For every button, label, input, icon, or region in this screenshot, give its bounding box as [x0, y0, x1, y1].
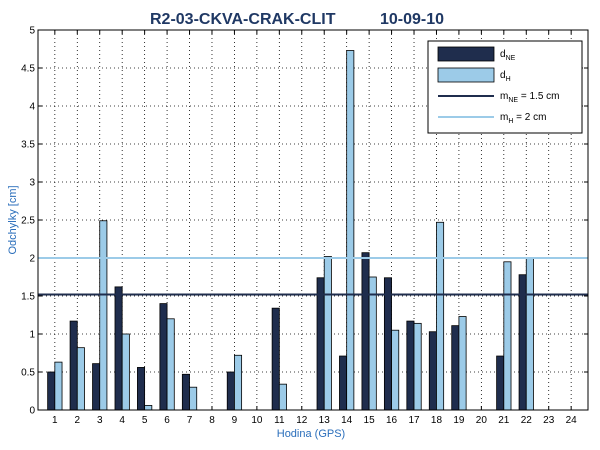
legend-swatch-dh [437, 67, 495, 83]
bar-dh-hour-11 [278, 383, 287, 411]
x-tick-label: 13 [319, 415, 331, 426]
x-tick-label: 15 [364, 415, 376, 426]
legend-swatch-dne [437, 46, 495, 62]
bar-dh-hour-9 [234, 354, 243, 411]
bar-dh-hour-7 [189, 386, 198, 411]
x-tick-label: 3 [97, 415, 103, 426]
bar-dh-hour-18 [436, 221, 445, 411]
y-tick-label: 2 [29, 254, 35, 265]
y-tick-label: 1.5 [21, 292, 35, 303]
plot-frame [37, 29, 589, 411]
bar-dne-hour-3 [92, 363, 101, 411]
bar-dh-hour-5 [144, 405, 153, 411]
plot-area: 00.511.522.533.544.551 2 3 4 5 6 7 8 9 10 11 12 13 14… [21, 26, 589, 426]
legend: dNE dH mNE = 1.5 cm mH = 2 cm [427, 40, 583, 134]
chart-title-date: 10-09-10 [380, 11, 444, 28]
x-tick-label: 9 [232, 415, 238, 426]
bar-dh-hour-13 [323, 256, 332, 411]
y-axis-label: Odchylky [cm] [7, 185, 19, 254]
bar-dne-hour-1 [47, 371, 56, 411]
y-tick-label: 5 [29, 26, 35, 37]
bar-dh-hour-14 [346, 50, 355, 411]
bar-dne-hour-17 [406, 320, 415, 411]
x-tick-label: 8 [209, 415, 215, 426]
chart-title-station: R2-03-CKVA-CRAK-CLIT [150, 11, 336, 28]
x-tick-label: 2 [75, 415, 81, 426]
y-tick-label: 0.5 [21, 368, 35, 379]
x-tick-label: 16 [386, 415, 398, 426]
bar-dh-hour-22 [525, 257, 534, 411]
x-tick-label: 19 [453, 415, 465, 426]
bar-dh-hour-4 [121, 333, 130, 411]
x-tick-label: 17 [408, 415, 420, 426]
x-tick-label: 10 [251, 415, 263, 426]
x-tick-label: 18 [431, 415, 443, 426]
bar-dne-hour-4 [114, 286, 123, 411]
x-tick-label: 14 [341, 415, 353, 426]
bar-dne-hour-7 [181, 373, 190, 411]
legend-label-dh: dH [500, 70, 511, 83]
bar-dh-hour-1 [54, 361, 63, 411]
y-tick-label: 3 [29, 178, 35, 189]
bar-dne-hour-2 [69, 320, 78, 411]
bar-dh-hour-2 [76, 347, 85, 411]
y-tick-label: 4.5 [21, 64, 35, 75]
bar-dne-hour-18 [428, 331, 437, 411]
bar-dh-hour-3 [99, 220, 108, 411]
legend-label-mh: mH = 2 cm [500, 112, 546, 125]
x-tick-label: 20 [476, 415, 488, 426]
bar-dne-hour-6 [159, 303, 168, 411]
bar-dh-hour-21 [503, 261, 512, 411]
chart-title: R2-03-CKVA-CRAK-CLIT 10-09-10 [150, 11, 444, 28]
bar-dne-hour-11 [271, 307, 280, 411]
legend-label-dne: dNE [500, 49, 516, 62]
bar-dne-hour-9 [226, 371, 235, 411]
y-tick-label: 2.5 [21, 216, 35, 227]
bar-dne-hour-21 [496, 355, 505, 411]
x-tick-label: 21 [498, 415, 510, 426]
y-tick-label: 1 [29, 330, 35, 341]
x-tick-label: 5 [142, 415, 148, 426]
x-tick-label: 7 [187, 415, 193, 426]
y-tick-label: 4 [29, 102, 35, 113]
x-tick-label: 12 [296, 415, 308, 426]
chart-title-gap [335, 11, 379, 28]
x-axis-label: Hodina (GPS) [277, 428, 345, 440]
legend-label-mne: mNE = 1.5 cm [500, 91, 559, 104]
y-tick-label: 0 [29, 406, 35, 417]
bar-dh-hour-17 [413, 322, 422, 411]
bar-dne-hour-13 [316, 277, 325, 411]
x-tick-label: 23 [543, 415, 555, 426]
x-tick-label: 1 [52, 415, 58, 426]
bar-dh-hour-6 [166, 318, 175, 411]
x-tick-label: 24 [566, 415, 578, 426]
bar-dne-hour-19 [451, 325, 460, 411]
x-tick-label: 6 [164, 415, 170, 426]
bar-dh-hour-16 [391, 329, 400, 411]
y-tick-label: 3.5 [21, 140, 35, 151]
bar-dh-hour-15 [368, 276, 377, 411]
bar-dne-hour-16 [383, 277, 392, 411]
bar-dh-hour-19 [458, 316, 467, 411]
bar-dne-hour-15 [361, 252, 370, 411]
bar-dne-hour-5 [137, 367, 146, 411]
x-tick-label: 22 [521, 415, 533, 426]
bar-dne-hour-14 [339, 355, 348, 411]
x-tick-label: 11 [274, 415, 285, 426]
x-tick-label: 4 [119, 415, 125, 426]
